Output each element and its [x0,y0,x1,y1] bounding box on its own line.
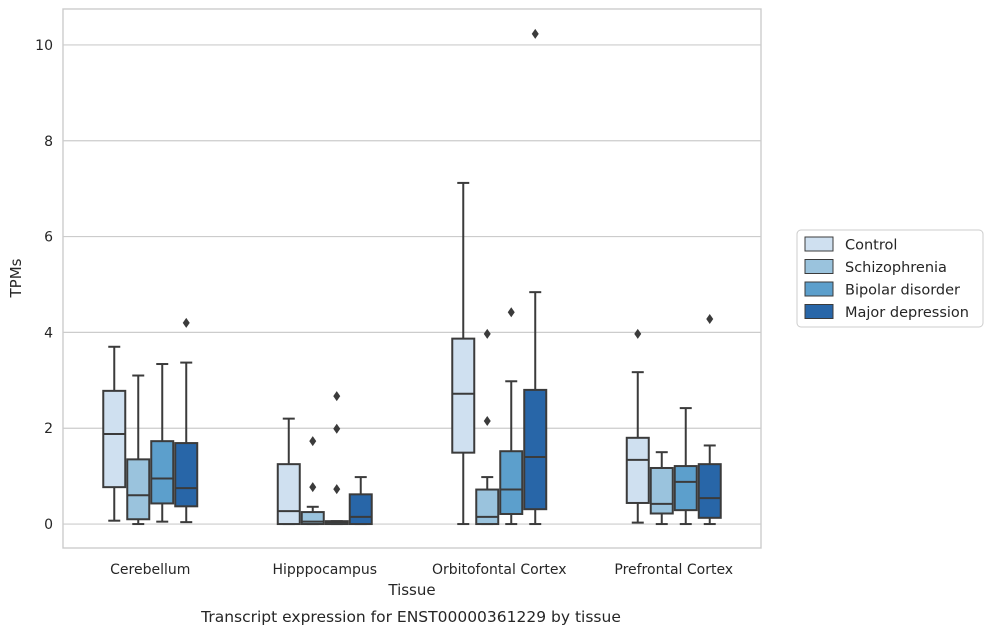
y-tick-labels: 0 2 4 6 8 10 [35,38,53,533]
box-bipolar-disorder [499,307,524,526]
x-tick-label: Cerebellum [110,562,190,578]
outlier-point [507,307,515,318]
chart-caption: Transcript expression for ENST0000036122… [200,608,621,626]
outlier-point [309,482,317,493]
iqr-box [697,463,722,519]
iqr-box [348,493,373,526]
box-bipolar-disorder [150,363,175,523]
x-axis-label: Tissue [387,581,435,599]
outlier-point [309,436,317,447]
x-tick-label: Hipppocampus [272,562,377,578]
outlier-point [531,28,539,39]
x-tick-labels: Cerebellum Hipppocampus Orbitofontal Corte… [110,562,733,578]
box-major-depression [523,28,548,526]
legend-swatch [804,259,834,274]
box-schizophrenia [126,374,151,526]
outlier-point [333,423,341,434]
y-gridlines [63,44,761,525]
y-tick-label: 8 [44,134,53,150]
plot-frame [62,8,762,549]
iqr-box [475,488,500,526]
iqr-box [625,436,650,504]
iqr-box [673,465,698,512]
legend-swatch [804,304,834,319]
box-major-depression [697,313,722,526]
y-tick-label: 10 [35,38,53,54]
x-tick-label: Prefrontal Cortex [614,562,733,578]
y-tick-label: 2 [44,421,53,437]
box-control [102,345,127,522]
legend-frame [796,229,984,328]
box-control [276,417,301,526]
boxes [102,28,722,526]
legend: Control Schizophrenia Bipolar disorder Majo… [796,229,984,328]
box-control [625,328,650,524]
box-major-depression [348,476,373,526]
y-axis-label: TPMs [7,258,25,298]
legend-label: Major depression [845,305,969,321]
y-tick-label: 6 [44,230,53,246]
legend-entry: Schizophrenia [804,259,947,276]
y-tick-label: 4 [44,325,53,341]
legend-label: Schizophrenia [845,260,947,276]
legend-entry: Major depression [804,304,969,321]
iqr-box [150,440,175,505]
iqr-box [276,463,301,526]
legend-entry: Bipolar disorder [804,281,960,299]
iqr-box [523,388,548,511]
iqr-box [102,389,127,489]
outlier-point [706,313,714,324]
outlier-point [182,317,190,328]
iqr-box [649,466,674,515]
outlier-point [483,416,491,427]
outlier-point [333,391,341,402]
box-schizophrenia [475,328,500,526]
box-schizophrenia [300,436,325,526]
iqr-box [499,450,524,515]
box-bipolar-disorder [673,407,698,526]
legend-label: Control [845,238,897,254]
box-major-depression [174,317,199,524]
legend-entry: Control [804,236,897,254]
legend-swatch [804,236,834,252]
iqr-box [300,511,325,526]
outlier-point [483,328,491,339]
legend-label: Bipolar disorder [845,283,960,299]
outlier-point [333,484,341,495]
outlier-point [634,328,642,339]
box-schizophrenia [649,451,674,526]
iqr-box [174,442,199,508]
iqr-box [451,337,476,454]
x-tick-label: Orbitofontal Cortex [432,562,567,578]
box-control [451,181,476,526]
y-tick-label: 0 [44,517,53,533]
legend-swatch [804,281,834,297]
iqr-box [126,458,151,521]
box-bipolar-disorder [324,391,349,526]
